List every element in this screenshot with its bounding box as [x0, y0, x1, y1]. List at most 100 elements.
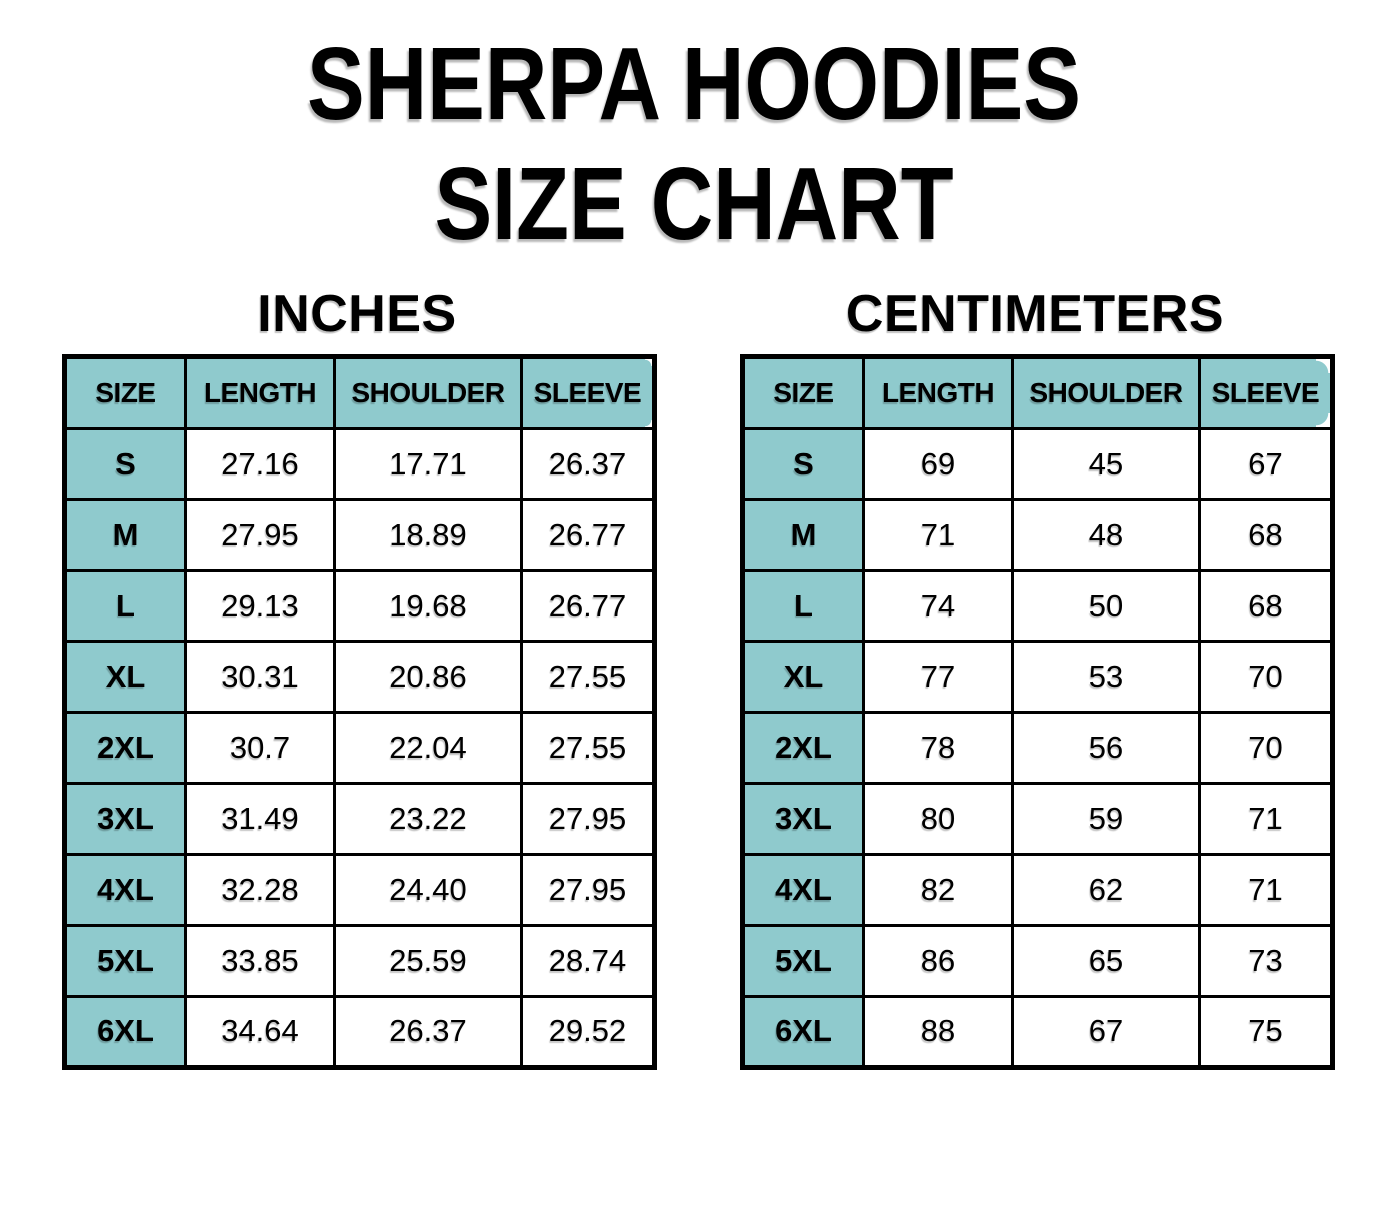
- column-header-sleeve: SLEEVE: [1198, 354, 1334, 430]
- value-cell: 30.31: [184, 639, 336, 714]
- value-cell: 71: [862, 497, 1014, 572]
- value-cell: 67: [1011, 994, 1201, 1069]
- table-row: 2XL 30.7 22.04 27.55: [63, 710, 656, 785]
- table-row: 3XL 80 59 71: [741, 781, 1334, 856]
- value-cell: 68: [1198, 568, 1334, 643]
- column-header-size: SIZE: [63, 354, 187, 430]
- value-cell: 26.77: [520, 497, 656, 572]
- size-label-cell: 2XL: [63, 710, 187, 785]
- title-line-2: SIZE CHART: [434, 145, 954, 261]
- value-cell: 22.04: [333, 710, 523, 785]
- column-header-size: SIZE: [741, 354, 865, 430]
- table-row: 3XL 31.49 23.22 27.95: [63, 781, 656, 856]
- value-cell: 18.89: [333, 497, 523, 572]
- value-cell: 73: [1198, 923, 1334, 998]
- table-row: 5XL 33.85 25.59 28.74: [63, 923, 656, 998]
- value-cell: 17.71: [333, 426, 523, 501]
- value-cell: 20.86: [333, 639, 523, 714]
- value-cell: 48: [1011, 497, 1201, 572]
- size-chart-page: SHERPA HOODIES SIZE CHART INCHES SIZE LE…: [0, 24, 1388, 1224]
- size-label-cell: 5XL: [741, 923, 865, 998]
- table-row: 4XL 32.28 24.40 27.95: [63, 852, 656, 927]
- table-row: 2XL 78 56 70: [741, 710, 1334, 785]
- value-cell: 74: [862, 568, 1014, 643]
- size-label-cell: 3XL: [63, 781, 187, 856]
- column-header-shoulder: SHOULDER: [333, 354, 523, 430]
- size-label-cell: M: [63, 497, 187, 572]
- value-cell: 70: [1198, 710, 1334, 785]
- column-header-length: LENGTH: [862, 354, 1014, 430]
- table-row: L 29.13 19.68 26.77: [63, 568, 656, 643]
- value-cell: 68: [1198, 497, 1334, 572]
- value-cell: 80: [862, 781, 1014, 856]
- size-label-cell: S: [741, 426, 865, 501]
- size-label-cell: XL: [741, 639, 865, 714]
- table-row: XL 30.31 20.86 27.55: [63, 639, 656, 714]
- size-label-cell: XL: [63, 639, 187, 714]
- size-label-cell: 6XL: [63, 994, 187, 1069]
- value-cell: 28.74: [520, 923, 656, 998]
- size-label-cell: L: [63, 568, 187, 643]
- value-cell: 34.64: [184, 994, 336, 1069]
- table-row: 6XL 88 67 75: [741, 994, 1334, 1069]
- table-row: 4XL 82 62 71: [741, 852, 1334, 927]
- table-row: 6XL 34.64 26.37 29.52: [63, 994, 656, 1069]
- tables-container: INCHES SIZE LENGTH SHOULDER SLEEVE S 27.…: [62, 284, 1335, 1070]
- header-row: SIZE LENGTH SHOULDER SLEEVE: [741, 354, 1334, 430]
- value-cell: 75: [1198, 994, 1334, 1069]
- page-title: SHERPA HOODIES SIZE CHART: [111, 24, 1277, 264]
- value-cell: 26.37: [333, 994, 523, 1069]
- inches-size-table: SIZE LENGTH SHOULDER SLEEVE S 27.16 17.7…: [62, 353, 657, 1070]
- value-cell: 29.13: [184, 568, 336, 643]
- value-cell: 27.16: [184, 426, 336, 501]
- value-cell: 27.55: [520, 639, 656, 714]
- centimeters-table-section: CENTIMETERS SIZE LENGTH SHOULDER SLEEVE …: [740, 284, 1335, 1070]
- size-label-cell: 6XL: [741, 994, 865, 1069]
- value-cell: 82: [862, 852, 1014, 927]
- size-label-cell: M: [741, 497, 865, 572]
- value-cell: 59: [1011, 781, 1201, 856]
- value-cell: 27.95: [184, 497, 336, 572]
- value-cell: 24.40: [333, 852, 523, 927]
- value-cell: 27.95: [520, 781, 656, 856]
- value-cell: 62: [1011, 852, 1201, 927]
- size-label-cell: 4XL: [741, 852, 865, 927]
- size-label-cell: 2XL: [741, 710, 865, 785]
- value-cell: 56: [1011, 710, 1201, 785]
- value-cell: 26.37: [520, 426, 656, 501]
- inches-heading: INCHES: [257, 284, 457, 343]
- table-row: S 27.16 17.71 26.37: [63, 426, 656, 501]
- value-cell: 19.68: [333, 568, 523, 643]
- value-cell: 65: [1011, 923, 1201, 998]
- table-row: 5XL 86 65 73: [741, 923, 1334, 998]
- value-cell: 27.55: [520, 710, 656, 785]
- value-cell: 86: [862, 923, 1014, 998]
- value-cell: 31.49: [184, 781, 336, 856]
- value-cell: 71: [1198, 781, 1334, 856]
- column-header-sleeve: SLEEVE: [520, 354, 656, 430]
- value-cell: 67: [1198, 426, 1334, 501]
- table-row: M 27.95 18.89 26.77: [63, 497, 656, 572]
- value-cell: 29.52: [520, 994, 656, 1069]
- size-label-cell: L: [741, 568, 865, 643]
- value-cell: 25.59: [333, 923, 523, 998]
- size-label-cell: 4XL: [63, 852, 187, 927]
- value-cell: 88: [862, 994, 1014, 1069]
- table-row: XL 77 53 70: [741, 639, 1334, 714]
- table-row: S 69 45 67: [741, 426, 1334, 501]
- value-cell: 50: [1011, 568, 1201, 643]
- value-cell: 30.7: [184, 710, 336, 785]
- inches-table-section: INCHES SIZE LENGTH SHOULDER SLEEVE S 27.…: [62, 284, 657, 1070]
- column-header-length: LENGTH: [184, 354, 336, 430]
- value-cell: 70: [1198, 639, 1334, 714]
- table-row: M 71 48 68: [741, 497, 1334, 572]
- value-cell: 45: [1011, 426, 1201, 501]
- size-label-cell: 3XL: [741, 781, 865, 856]
- value-cell: 27.95: [520, 852, 656, 927]
- title-line-1: SHERPA HOODIES: [306, 26, 1081, 141]
- value-cell: 69: [862, 426, 1014, 501]
- value-cell: 78: [862, 710, 1014, 785]
- value-cell: 23.22: [333, 781, 523, 856]
- value-cell: 77: [862, 639, 1014, 714]
- column-header-shoulder: SHOULDER: [1011, 354, 1201, 430]
